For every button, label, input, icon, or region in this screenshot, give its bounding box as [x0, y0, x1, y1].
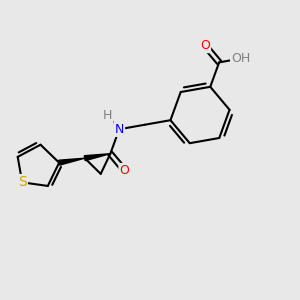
- Polygon shape: [84, 154, 110, 160]
- Text: N: N: [115, 123, 124, 136]
- Text: O: O: [120, 164, 130, 177]
- Text: H: H: [103, 109, 112, 122]
- Text: OH: OH: [231, 52, 250, 65]
- Polygon shape: [59, 158, 85, 165]
- Text: S: S: [18, 175, 27, 189]
- Text: O: O: [200, 39, 210, 52]
